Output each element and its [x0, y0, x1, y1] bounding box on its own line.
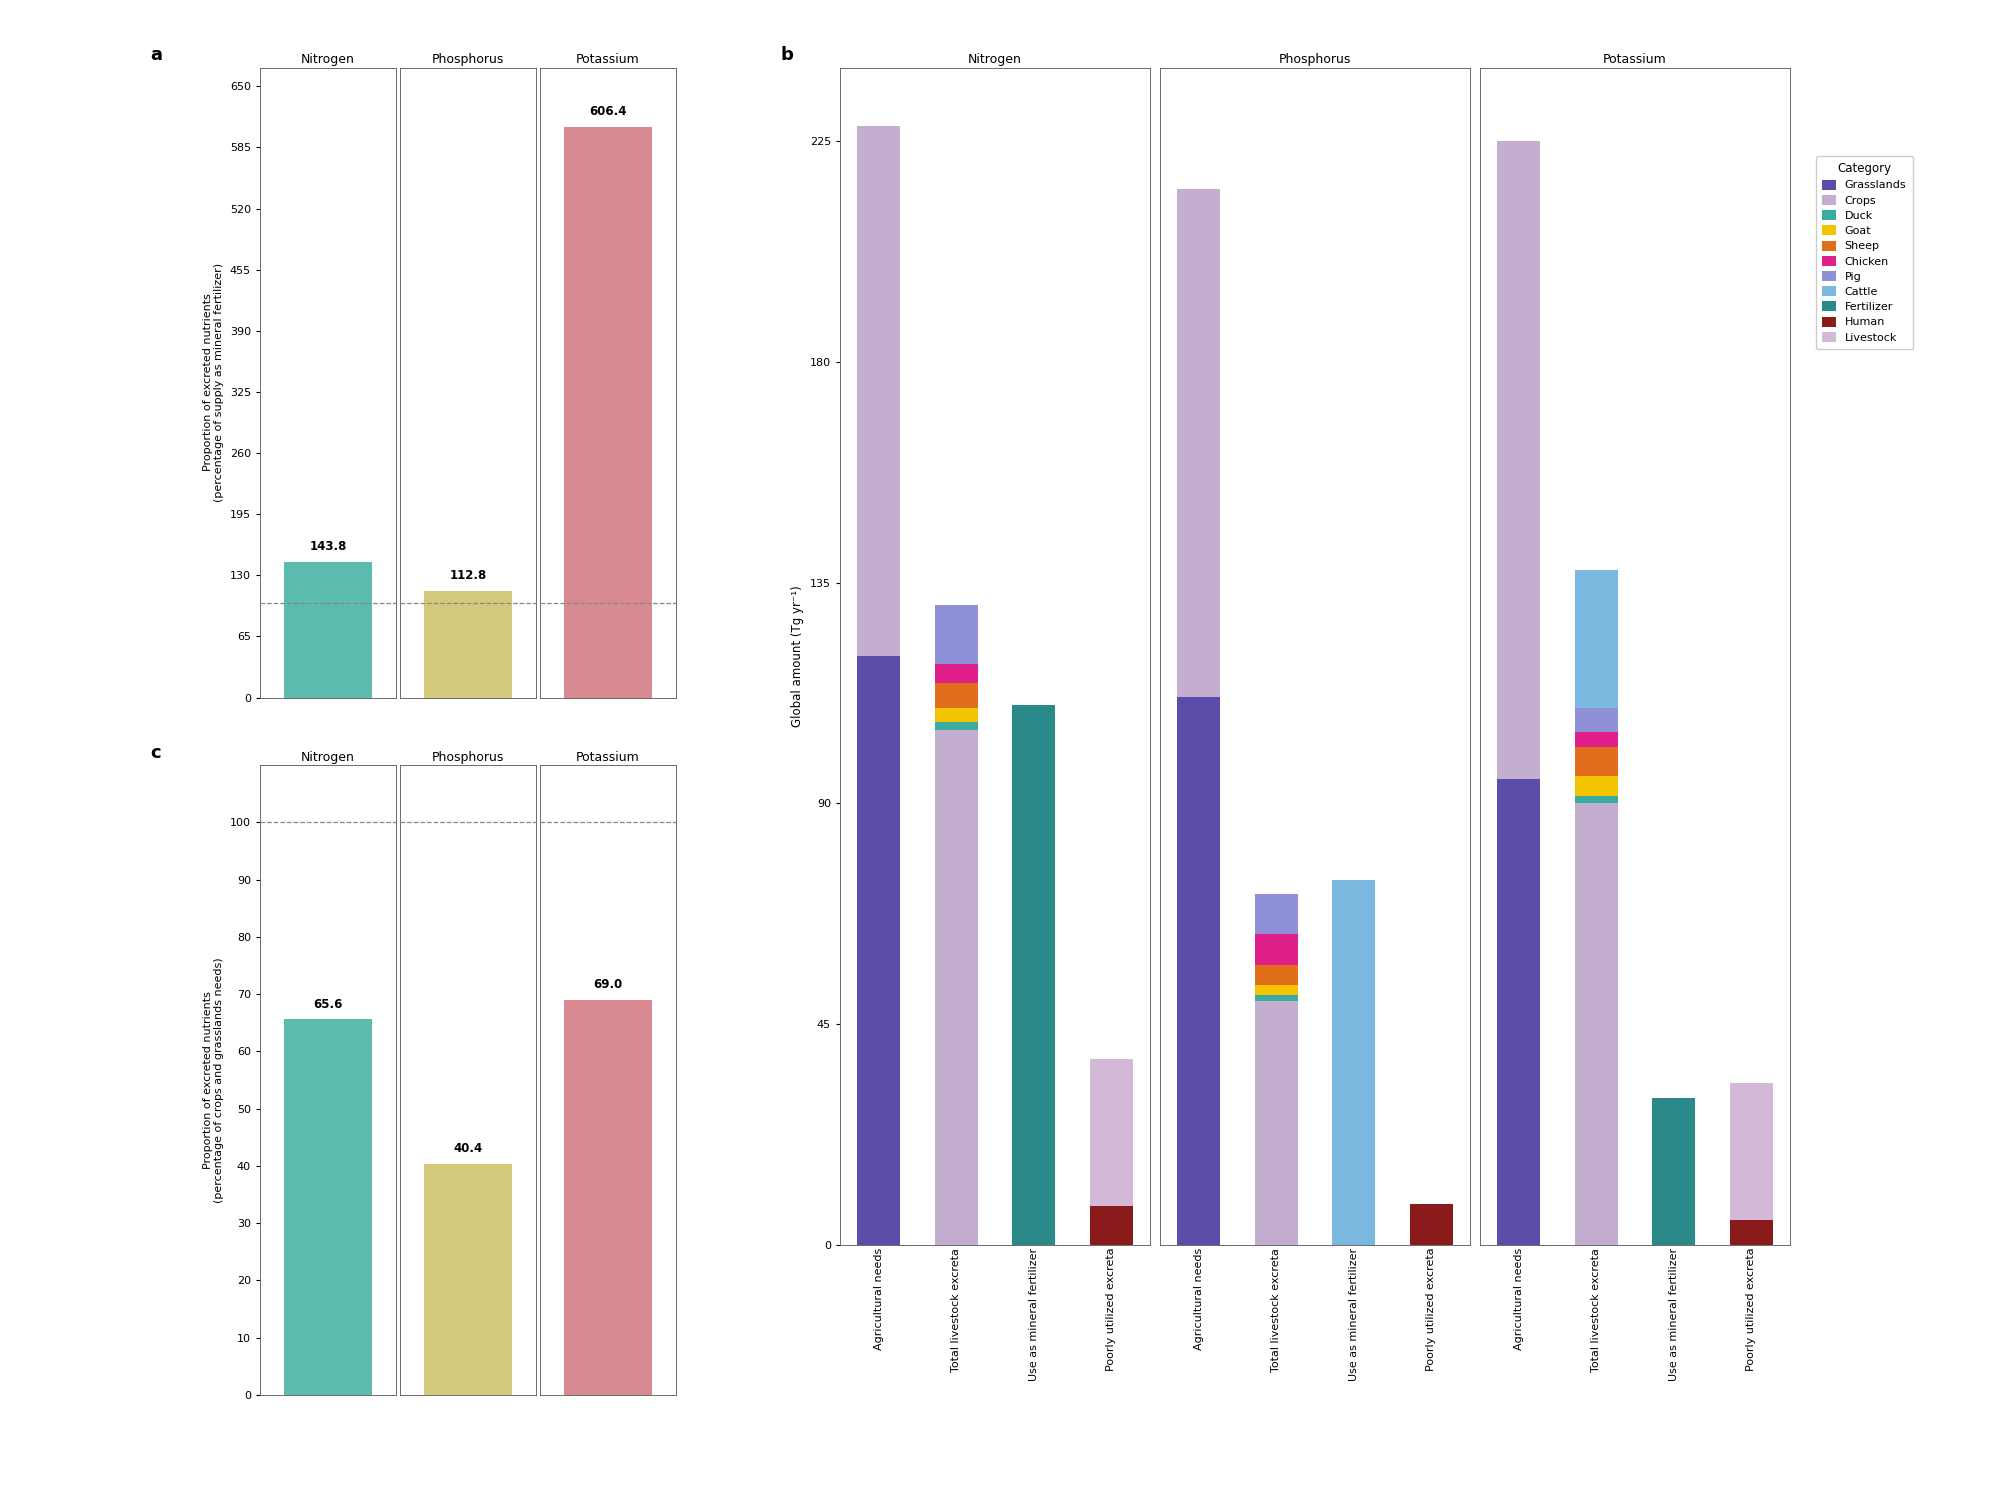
Bar: [1574, 708, 1618, 732]
Text: 112.8: 112.8: [450, 568, 486, 582]
Bar: [934, 730, 978, 1245]
Title: Phosphorus: Phosphorus: [432, 752, 504, 764]
Y-axis label: Proportion of excreted nutrients
(percentage of supply as mineral fertilizer): Proportion of excreted nutrients (percen…: [202, 262, 224, 503]
Bar: [1254, 894, 1298, 934]
Bar: [934, 723, 978, 730]
Bar: [1574, 804, 1618, 1245]
Bar: [1178, 698, 1220, 1245]
Bar: [284, 562, 372, 698]
Bar: [1090, 1059, 1132, 1206]
Bar: [1254, 986, 1298, 996]
Text: 143.8: 143.8: [310, 540, 346, 554]
Bar: [1332, 879, 1376, 1245]
Bar: [1574, 747, 1618, 777]
Title: Potassium: Potassium: [1604, 54, 1666, 66]
Text: c: c: [150, 744, 160, 762]
Bar: [1090, 1206, 1132, 1245]
Bar: [1652, 1098, 1696, 1245]
Title: Phosphorus: Phosphorus: [1278, 54, 1352, 66]
Text: 65.6: 65.6: [314, 998, 342, 1011]
Bar: [1498, 778, 1540, 1245]
Text: a: a: [150, 46, 162, 64]
Y-axis label: Proportion of excreted nutrients
(percentage of crops and grasslands needs): Proportion of excreted nutrients (percen…: [202, 957, 224, 1203]
Legend: Grasslands, Crops, Duck, Goat, Sheep, Chicken, Pig, Cattle, Fertilizer, Human, L: Grasslands, Crops, Duck, Goat, Sheep, Ch…: [1816, 156, 1912, 350]
Text: 69.0: 69.0: [594, 978, 622, 992]
Bar: [1574, 570, 1618, 708]
Y-axis label: Global amount (Tg yr⁻¹): Global amount (Tg yr⁻¹): [792, 585, 804, 728]
Bar: [1254, 964, 1298, 986]
Bar: [564, 128, 652, 698]
Bar: [858, 657, 900, 1245]
Text: 606.4: 606.4: [590, 105, 626, 118]
Bar: [1498, 141, 1540, 779]
Bar: [424, 1164, 512, 1395]
Bar: [858, 126, 900, 657]
Bar: [1254, 996, 1298, 1002]
Bar: [1254, 1002, 1298, 1245]
Bar: [1254, 934, 1298, 964]
Text: b: b: [780, 46, 792, 64]
Bar: [1012, 705, 1056, 1245]
Bar: [424, 591, 512, 698]
Bar: [1178, 189, 1220, 698]
Title: Potassium: Potassium: [576, 752, 640, 764]
Bar: [1730, 1083, 1772, 1221]
Bar: [1410, 1204, 1452, 1245]
Bar: [934, 604, 978, 663]
Bar: [934, 663, 978, 682]
Bar: [564, 1000, 652, 1395]
Bar: [934, 682, 978, 708]
Title: Nitrogen: Nitrogen: [302, 752, 354, 764]
Text: 40.4: 40.4: [454, 1142, 482, 1155]
Title: Phosphorus: Phosphorus: [432, 54, 504, 66]
Bar: [1730, 1221, 1772, 1245]
Bar: [1574, 777, 1618, 796]
Title: Potassium: Potassium: [576, 54, 640, 66]
Bar: [1574, 796, 1618, 804]
Bar: [934, 708, 978, 723]
Bar: [1574, 732, 1618, 747]
Bar: [284, 1020, 372, 1395]
Title: Nitrogen: Nitrogen: [968, 54, 1022, 66]
Title: Nitrogen: Nitrogen: [302, 54, 354, 66]
